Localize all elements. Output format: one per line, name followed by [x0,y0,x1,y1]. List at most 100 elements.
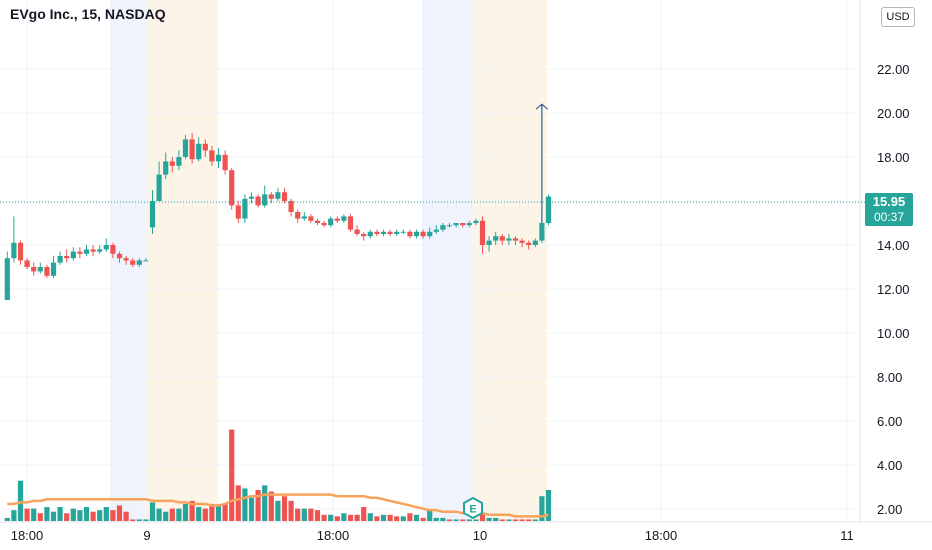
candle-body [328,218,334,226]
volume-bar [143,519,149,521]
candle-body [545,196,552,223]
volume-bar [473,519,479,521]
volume-bar [149,502,156,521]
volume-bar [354,514,360,521]
volume-bar [314,510,321,521]
candle-body [301,216,307,219]
last-price-label: 15.95 00:37 [865,193,913,226]
candle-body [407,231,413,237]
volume-bar [182,503,189,521]
candle [97,245,103,254]
candle-body [413,231,420,237]
candle [526,240,532,250]
price-arrow-annotation [535,103,549,223]
candle-body [334,218,340,221]
candle [314,218,321,226]
volume-bar [427,510,433,521]
candle [400,229,406,234]
volume-bar [229,429,235,521]
candle-body [506,238,512,241]
candle-body [209,150,215,162]
candle-body [308,216,314,221]
candle-body [268,194,274,199]
candle [433,225,439,234]
price-tick-label: 2.00 [877,502,902,517]
candle-body [44,267,50,276]
candle [70,247,76,261]
time-axis: 18:00 9 18:00 10 18:00 11 [0,521,932,543]
volume-ma-line [7,493,549,518]
candle [288,198,294,217]
candle-body [433,229,439,232]
volume-bar [407,513,413,521]
candle-body [420,231,426,237]
candle-body [189,139,195,160]
candle-body [387,231,393,234]
candle [149,190,156,234]
volume-bar [222,503,228,521]
volume-bar [169,508,175,521]
volume-bar [11,510,17,521]
candle-body [37,267,43,272]
candle-body [473,220,479,223]
candle [136,258,142,267]
volume-bar [367,513,373,521]
candle [473,218,479,226]
candle-body [215,154,222,162]
candle [499,234,505,245]
volume-bar [24,508,30,521]
volume-bar [328,514,334,521]
candle-body [123,258,129,261]
volume-bar [255,490,261,521]
candle [519,238,525,248]
candle-body [394,231,400,234]
volume-bar [519,519,525,521]
candle-body [103,245,109,250]
time-tick-label: 9 [143,528,150,543]
candle [268,192,274,204]
volume-bar [288,500,294,521]
candle-body [479,220,486,245]
candle-body [242,198,248,219]
candle-body [70,251,76,259]
candle [248,192,255,204]
currency-button[interactable]: USD [881,7,915,27]
candle [57,251,63,265]
candle [308,214,314,223]
candle [407,229,413,239]
volume-bar [301,508,307,521]
volume-bar [460,519,466,521]
candle-body [361,234,367,237]
candle [446,223,453,228]
candle [440,223,446,232]
candle [506,234,512,245]
volume-bar [479,513,486,521]
earnings-icon[interactable]: E [462,497,484,519]
candle [387,229,393,237]
volume-bars [4,429,552,521]
volume-bar [123,511,129,521]
volume-bar [526,519,532,521]
price-tick-label: 4.00 [877,458,902,473]
candle-body [295,212,301,219]
volume-bar [31,508,37,521]
time-tick-label: 18:00 [645,528,678,543]
volume-bar [17,480,24,521]
candle-body [90,249,96,252]
candle-body [341,216,347,221]
candle [380,229,387,237]
candle-body [466,223,472,226]
price-tick-label: 20.00 [877,106,910,121]
postmarket-band [145,0,218,522]
candle-body [143,260,149,262]
price-tick-label: 6.00 [877,414,902,429]
candle-body [130,260,136,265]
candle-body [539,223,545,241]
volume-bar [209,503,215,521]
candle-body [262,194,268,206]
time-tick-label: 11 [840,528,854,543]
candle [493,231,499,245]
volume-bar [90,511,96,521]
candle-body [163,161,169,175]
